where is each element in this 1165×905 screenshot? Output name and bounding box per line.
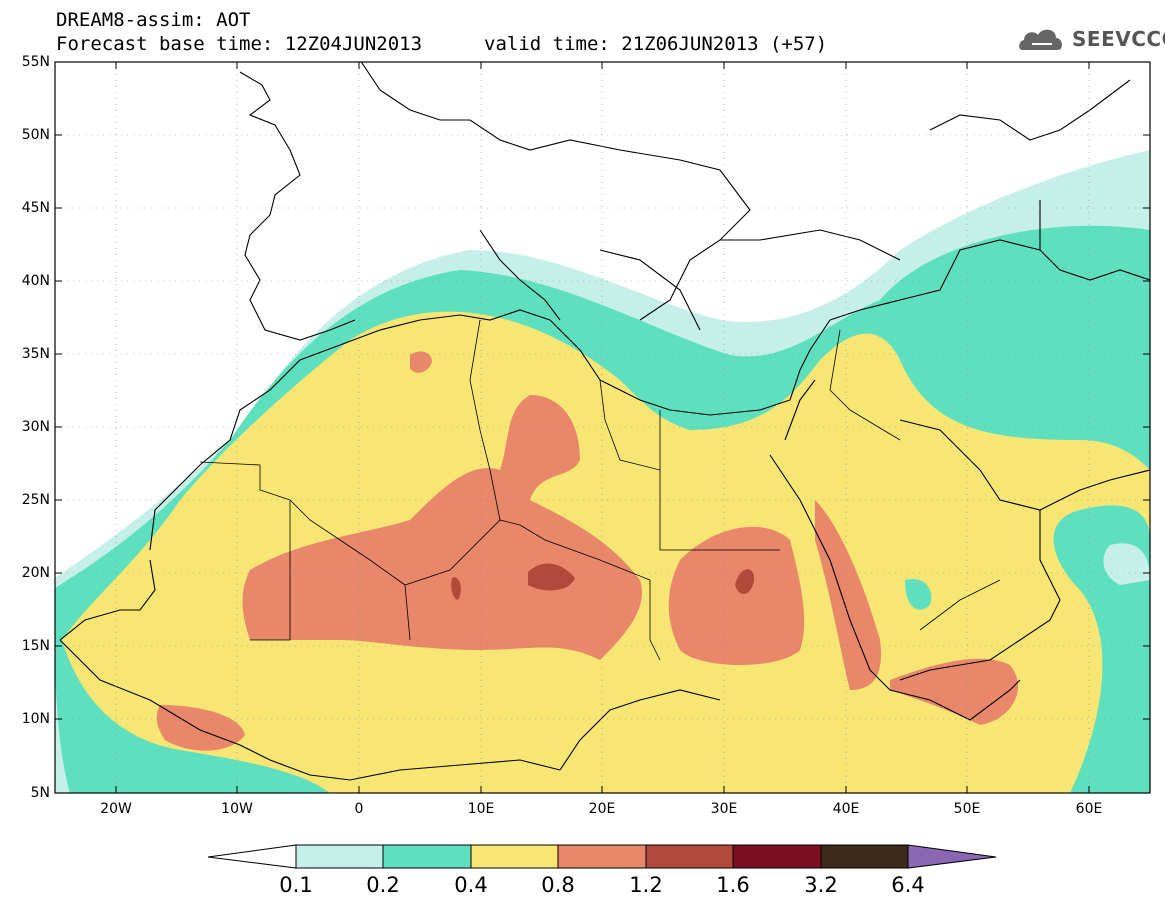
colorbar-label: 6.4: [891, 873, 925, 897]
colorbar-label: 0.1: [279, 873, 313, 897]
lat-label: 25N: [21, 492, 50, 508]
colorbar-bin-3: [557, 844, 647, 869]
colorbar: [207, 844, 997, 869]
lon-label: 40E: [832, 801, 860, 817]
lat-label: 5N: [30, 785, 50, 801]
colorbar-bin-2: [470, 844, 559, 869]
coastlines: [59, 62, 1150, 781]
lon-label: 10E: [467, 801, 495, 817]
lat-label: 20N: [21, 565, 50, 581]
colorbar-bin-6: [820, 844, 909, 869]
lon-label: 20W: [100, 801, 132, 817]
lat-label: 55N: [21, 54, 50, 70]
lat-label: 50N: [21, 127, 50, 143]
colorbar-bin-5: [732, 844, 822, 869]
lat-label: 10N: [21, 711, 50, 727]
lat-label: 40N: [21, 273, 50, 289]
valid-time: valid time: 21Z06JUN2013 (+57): [484, 33, 828, 55]
lat-label: 30N: [21, 419, 50, 435]
lon-label: 30E: [710, 801, 738, 817]
colorbar-bin-1: [382, 844, 472, 869]
forecast-base-time: Forecast base time: 12Z04JUN2013: [56, 33, 423, 55]
lon-label: 50E: [953, 801, 981, 817]
lon-label: 60E: [1075, 801, 1103, 817]
colorbar-label: 1.2: [629, 873, 663, 897]
colorbar-label: 1.6: [716, 873, 750, 897]
chart-title: DREAM8-assim: AOT: [56, 9, 251, 31]
cloud-icon: [1019, 29, 1062, 50]
colorbar-bin-4: [645, 844, 734, 869]
lat-label: 15N: [21, 638, 50, 654]
colorbar-over-triangle: [907, 844, 997, 869]
political-borders: [199, 319, 1001, 661]
aot-band-0.8: [242, 395, 642, 660]
colorbar-under-triangle: [207, 844, 297, 869]
lat-label: 45N: [21, 200, 50, 216]
logo-text: SEEVCCC: [1072, 27, 1165, 51]
grid-lines: [55, 62, 1150, 793]
colorbar-label: 0.8: [541, 873, 575, 897]
lon-label: 10W: [221, 801, 253, 817]
colorbar-label: 0.2: [366, 873, 400, 897]
lat-label: 35N: [21, 346, 50, 362]
colorbar-label: 3.2: [804, 873, 838, 897]
lon-label: 20E: [588, 801, 616, 817]
colorbar-bin-0: [295, 844, 384, 869]
aot-band-1.2: [528, 563, 575, 591]
lon-label: 0: [354, 801, 364, 817]
colorbar-label: 0.4: [454, 873, 488, 897]
